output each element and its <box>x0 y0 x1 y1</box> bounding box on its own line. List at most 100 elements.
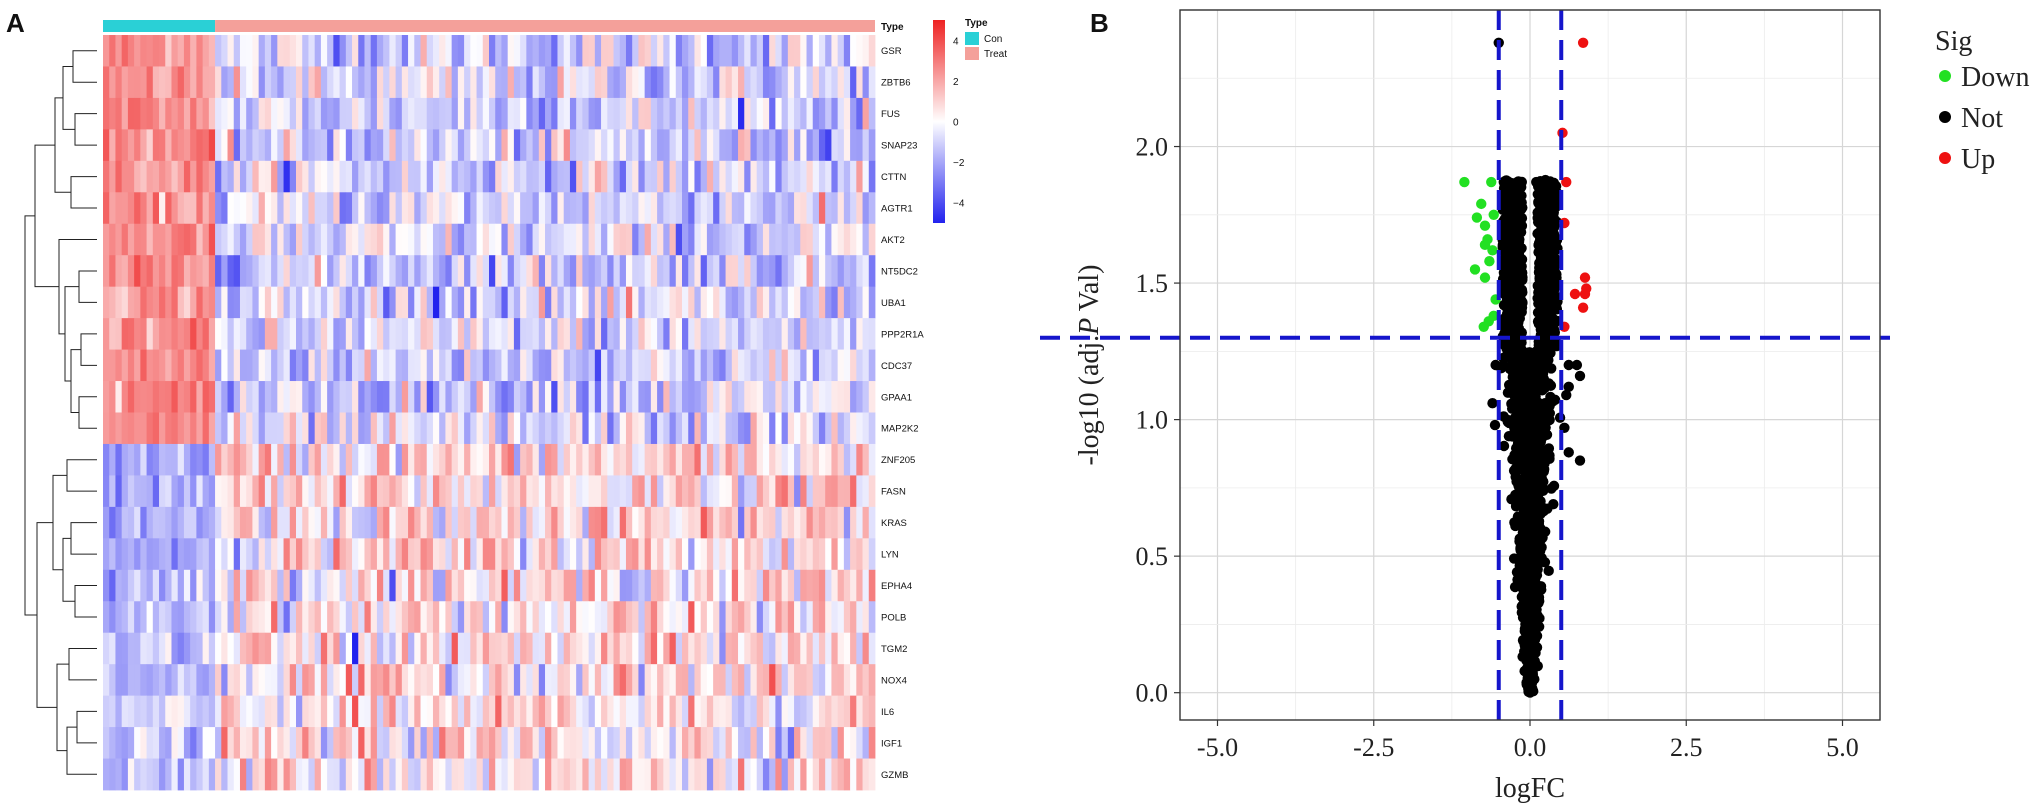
heatmap-cell <box>109 35 116 67</box>
heatmap-cell <box>451 129 459 162</box>
heatmap-cell <box>775 192 783 225</box>
heatmap-cell <box>208 632 216 665</box>
heatmap-cell <box>794 538 801 571</box>
heatmap-cell <box>781 160 789 193</box>
heatmap-cell <box>650 601 658 634</box>
heatmap-cell <box>302 664 309 697</box>
x-tick-label: 0.0 <box>1514 733 1547 762</box>
heatmap-cell <box>202 66 210 99</box>
heatmap-cell <box>557 601 565 634</box>
y-tick-label: 0.0 <box>1136 679 1169 708</box>
heatmap-cell <box>700 66 708 99</box>
heatmap-cell <box>345 192 353 225</box>
heatmap-cell <box>252 129 260 162</box>
heatmap-cell <box>825 569 832 602</box>
heatmap-cell <box>383 255 390 288</box>
heatmap-cell <box>152 318 160 350</box>
heatmap-cell <box>507 318 515 350</box>
heatmap-cell <box>601 412 608 445</box>
heatmap-cell <box>613 192 621 225</box>
heatmap-cell <box>314 349 322 382</box>
heatmap-cell <box>376 569 384 602</box>
heatmap-cell <box>339 538 347 571</box>
heatmap-cell <box>688 97 695 130</box>
heatmap-cell <box>638 66 646 99</box>
heatmap-cell <box>719 412 726 445</box>
heatmap-cell <box>327 192 334 225</box>
heatmap-cell <box>146 569 154 602</box>
heatmap-cell <box>738 601 745 634</box>
heatmap-cell <box>314 412 322 445</box>
heatmap-cell <box>650 664 658 697</box>
heatmap-cell <box>208 223 216 256</box>
heatmap-cell <box>439 538 446 571</box>
heatmap-cell <box>800 506 807 539</box>
heatmap-cell <box>576 255 583 288</box>
heatmap-cell <box>657 506 664 539</box>
heatmap-cell <box>650 97 658 130</box>
heatmap-cell <box>215 569 222 602</box>
heatmap-cell <box>152 97 160 130</box>
heatmap-cell <box>781 129 789 162</box>
heatmap-cell <box>171 35 179 67</box>
heatmap-cell <box>395 569 403 602</box>
heatmap-cell <box>588 286 596 319</box>
heatmap-cell <box>196 349 204 382</box>
heatmap-cell <box>208 758 216 791</box>
heatmap-cell <box>738 727 745 759</box>
heatmap-cell <box>526 758 533 791</box>
heatmap-cell <box>837 412 845 445</box>
heatmap-cell <box>264 35 272 67</box>
heatmap-cell <box>594 695 602 728</box>
point-not <box>1539 207 1550 219</box>
heatmap-cell <box>862 35 870 67</box>
heatmap-cell <box>352 727 359 759</box>
heatmap-cell <box>675 632 683 665</box>
heatmap-cell <box>215 286 222 319</box>
heatmap-cell <box>619 35 627 67</box>
heatmap-cell <box>476 632 484 665</box>
heatmap-cell <box>769 758 776 791</box>
heatmap-cell <box>738 66 745 99</box>
heatmap-cell <box>420 632 428 665</box>
heatmap-cell <box>744 97 751 130</box>
heatmap-cell <box>694 35 702 67</box>
heatmap-cell <box>632 192 639 225</box>
heatmap-cell <box>395 160 403 193</box>
heatmap-cell <box>843 349 851 382</box>
heatmap-cell <box>370 381 378 413</box>
heatmap-cell <box>781 695 789 728</box>
heatmap-cell <box>202 569 210 602</box>
heatmap-cell <box>457 664 465 697</box>
heatmap-cell <box>395 601 403 634</box>
heatmap-cell <box>738 318 745 350</box>
point-not <box>1508 258 1520 269</box>
heatmap-cell <box>183 97 191 130</box>
heatmap-cell <box>134 664 141 697</box>
heatmap-cell <box>302 569 309 602</box>
heatmap-cell <box>588 35 596 67</box>
heatmap-cell <box>843 601 851 634</box>
heatmap-cell <box>283 664 291 697</box>
heatmap-cell <box>109 758 116 791</box>
heatmap-cell <box>818 381 826 413</box>
heatmap-cell <box>302 35 309 67</box>
heatmap-cell <box>688 601 695 634</box>
heatmap-cell <box>663 318 670 350</box>
heatmap-cell <box>221 223 228 256</box>
heatmap-cell <box>619 475 627 508</box>
heatmap-cell <box>501 286 509 319</box>
heatmap-cell <box>165 695 172 728</box>
heatmap-cell <box>588 632 596 665</box>
heatmap-cell <box>800 412 807 445</box>
heatmap-cell <box>551 758 558 791</box>
heatmap-cell <box>140 758 147 791</box>
heatmap-cell <box>146 412 154 445</box>
heatmap-cell <box>165 192 172 225</box>
heatmap-cell <box>190 318 197 350</box>
heatmap-cell <box>507 192 515 225</box>
heatmap-cell <box>482 632 490 665</box>
heatmap-cell <box>850 569 857 602</box>
heatmap-cell <box>738 223 745 256</box>
heatmap-cell <box>526 129 533 162</box>
